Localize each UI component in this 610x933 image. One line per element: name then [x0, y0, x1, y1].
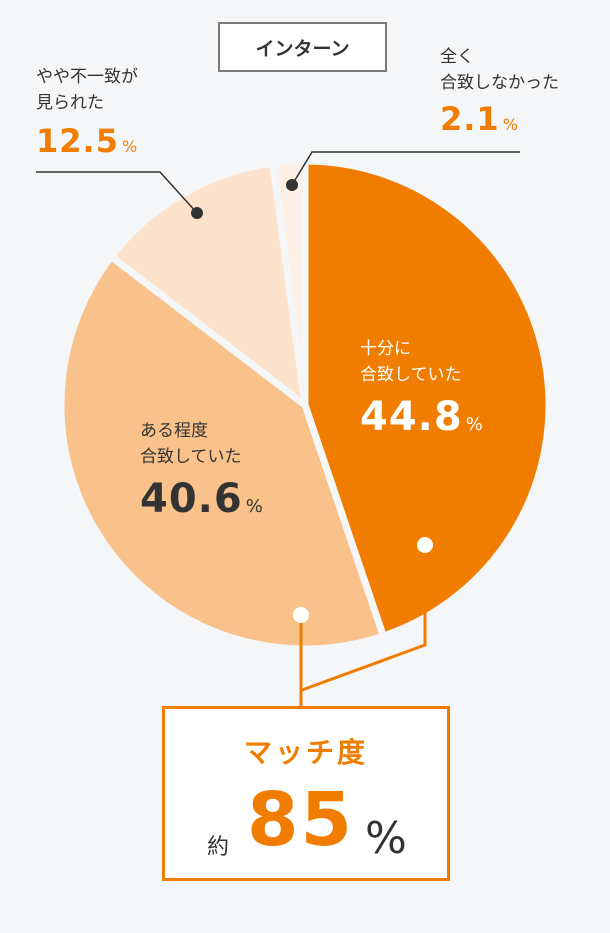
- chart-title: インターン: [218, 22, 387, 72]
- slice-value-slight-mismatch: 12.5%: [36, 122, 138, 160]
- slice-value-slight-mismatch-unit: %: [121, 137, 139, 156]
- match-rate-prefix: 約: [207, 835, 230, 860]
- marker-dot-partial-match: [293, 607, 309, 623]
- slice-label-no-match: 全く 合致しなかった: [440, 47, 559, 93]
- slice-value-partial-match-unit: %: [245, 496, 264, 517]
- slice-value-no-match: 2.1%: [440, 100, 519, 138]
- connector-line: [301, 545, 427, 692]
- match-rate-title: マッチ度: [243, 736, 368, 769]
- marker-dot-no-match: [286, 179, 298, 191]
- slice-value-full-match-unit: %: [465, 414, 484, 435]
- slice-label-slight-mismatch: やや不一致が 見られた: [36, 67, 138, 113]
- marker-dot-slight-mismatch: [191, 207, 203, 219]
- pie-slice-no-match: [269, 157, 309, 409]
- slice-value-no-match-unit: %: [502, 115, 519, 134]
- leader-line-no-match: [291, 151, 520, 186]
- slice-value-partial-match: 40.6%: [140, 476, 264, 522]
- pie-slice-slight-mismatch: [107, 159, 309, 409]
- match-rate-value: 85: [247, 777, 354, 863]
- slice-value-no-match-num: 2.1: [440, 100, 500, 138]
- pie-slice-full-match: [301, 157, 553, 640]
- slice-label-full-match: 十分に 合致していた: [360, 339, 462, 385]
- match-rate-unit: %: [365, 813, 407, 864]
- slice-value-full-match: 44.8%: [360, 394, 484, 440]
- slice-value-partial-match-num: 40.6: [140, 476, 243, 522]
- marker-dot-full-match: [417, 537, 433, 553]
- slice-label-partial-match: ある程度 合致していた: [140, 421, 242, 467]
- match-rate-box: マッチ度 約 85 %: [162, 706, 450, 881]
- slice-value-full-match-num: 44.8: [360, 394, 463, 440]
- pie-slice-partial-match: [57, 253, 387, 653]
- slice-value-slight-mismatch-num: 12.5: [36, 122, 119, 160]
- leader-line-slight-mismatch: [36, 171, 198, 214]
